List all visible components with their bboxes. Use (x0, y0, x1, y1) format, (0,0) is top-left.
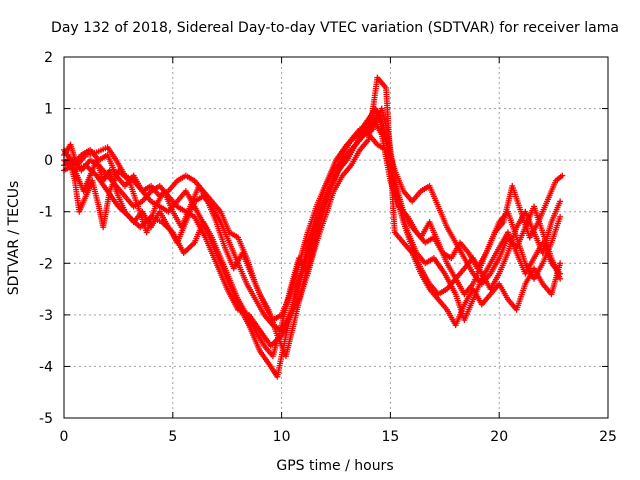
x-tick-label: 0 (60, 429, 69, 445)
data-points (61, 74, 566, 380)
trace-3-marker (557, 213, 564, 220)
x-tick-label: 25 (599, 429, 617, 445)
y-tick-label: 0 (44, 153, 53, 169)
y-tick-label: -5 (39, 411, 53, 427)
trace-2-marker (557, 198, 564, 205)
axis-ticks (63, 56, 609, 419)
x-tick-label: 5 (168, 429, 177, 445)
chart-title: Day 132 of 2018, Sidereal Day-to-day VTE… (51, 20, 619, 36)
y-tick-label: 2 (44, 50, 53, 66)
x-tick-label: 10 (273, 429, 291, 445)
y-tick-label: 1 (44, 102, 53, 118)
trace-5-marker (557, 275, 564, 282)
x-tick-label: 15 (381, 429, 399, 445)
y-tick-label: -2 (39, 256, 53, 272)
y-axis-label: SDTVAR / TECUs (6, 181, 22, 296)
y-tick-label: -4 (39, 359, 53, 375)
x-axis-label: GPS time / hours (276, 458, 393, 474)
y-tick-label: -3 (39, 308, 53, 324)
y-tick-label: -1 (39, 205, 53, 221)
trace-6-marker (559, 172, 566, 179)
x-tick-label: 20 (490, 429, 508, 445)
plot-frame (63, 56, 609, 419)
trace-4-marker (557, 260, 564, 267)
tick-labels: 0 5 10 15 20 25 -5 -4 -3 -2 -1 0 1 2 (39, 50, 617, 445)
